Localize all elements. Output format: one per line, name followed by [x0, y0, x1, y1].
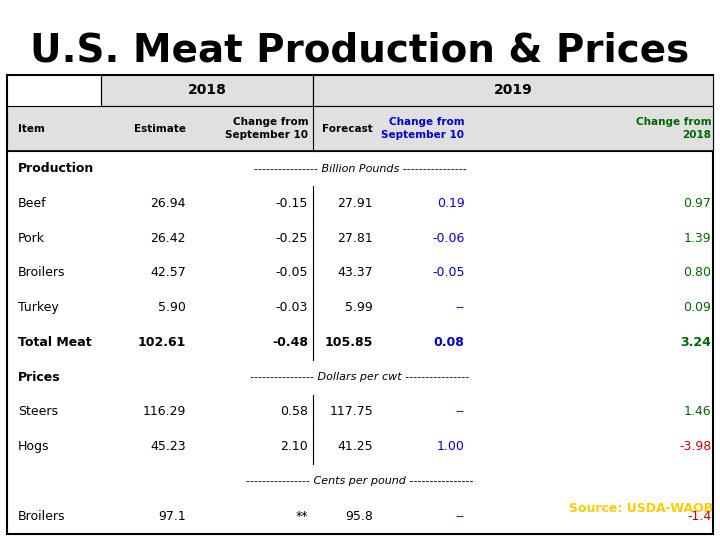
Text: --: --: [456, 301, 464, 314]
Text: 41.25: 41.25: [338, 440, 373, 453]
Text: 1.00: 1.00: [436, 440, 464, 453]
Text: 0.19: 0.19: [436, 197, 464, 210]
Text: 2.10: 2.10: [280, 440, 308, 453]
Text: Estimate: Estimate: [134, 124, 186, 133]
Text: 1.39: 1.39: [684, 232, 711, 245]
Text: ---------------- Cents per pound ----------------: ---------------- Cents per pound -------…: [246, 476, 474, 487]
Text: 2019: 2019: [494, 83, 532, 97]
Text: -0.05: -0.05: [276, 266, 308, 279]
Text: -0.48: -0.48: [272, 336, 308, 349]
Text: -0.15: -0.15: [276, 197, 308, 210]
Text: ---------------- Billion Pounds ----------------: ---------------- Billion Pounds --------…: [253, 164, 467, 173]
Text: --: --: [456, 510, 464, 523]
Text: Change from
September 10: Change from September 10: [382, 117, 464, 140]
Text: 97.1: 97.1: [158, 510, 186, 523]
Text: -1.4: -1.4: [687, 510, 711, 523]
Text: 117.75: 117.75: [329, 406, 373, 419]
Text: --: --: [456, 406, 464, 419]
Text: -0.05: -0.05: [432, 266, 464, 279]
Text: 3.24: 3.24: [680, 336, 711, 349]
Text: Change from
2018: Change from 2018: [636, 117, 711, 140]
Text: Pork: Pork: [18, 232, 45, 245]
Text: 45.23: 45.23: [150, 440, 186, 453]
Bar: [313, 75, 713, 106]
Text: 26.42: 26.42: [150, 232, 186, 245]
Text: 105.85: 105.85: [325, 336, 373, 349]
Text: IOWA STATE UNIVERSITY: IOWA STATE UNIVERSITY: [7, 503, 295, 522]
Text: -0.25: -0.25: [276, 232, 308, 245]
Text: Turkey: Turkey: [18, 301, 59, 314]
Text: **: **: [296, 510, 308, 523]
Text: Source: USDA-WAOB: Source: USDA-WAOB: [569, 502, 713, 515]
Text: Item: Item: [18, 124, 45, 133]
Text: -0.03: -0.03: [276, 301, 308, 314]
Text: Extension and Outreach/Department of Economics: Extension and Outreach/Department of Eco…: [7, 528, 290, 538]
Text: Production: Production: [18, 162, 94, 175]
Text: 116.29: 116.29: [143, 406, 186, 419]
Text: U.S. Meat Production & Prices: U.S. Meat Production & Prices: [30, 32, 690, 70]
Bar: [7, 106, 713, 151]
Text: Ag Decision Maker: Ag Decision Maker: [539, 528, 713, 540]
Text: 27.91: 27.91: [338, 197, 373, 210]
Text: Steers: Steers: [18, 406, 58, 419]
Text: 0.08: 0.08: [433, 336, 464, 349]
Text: 5.90: 5.90: [158, 301, 186, 314]
Text: 2018: 2018: [188, 83, 226, 97]
Text: Beef: Beef: [18, 197, 47, 210]
Text: 102.61: 102.61: [138, 336, 186, 349]
Text: -3.98: -3.98: [679, 440, 711, 453]
Text: Broilers: Broilers: [18, 510, 66, 523]
Text: 5.99: 5.99: [345, 301, 373, 314]
Text: 26.94: 26.94: [150, 197, 186, 210]
Text: Forecast: Forecast: [323, 124, 373, 133]
Text: Change from
September 10: Change from September 10: [225, 117, 308, 140]
Text: 0.97: 0.97: [683, 197, 711, 210]
Text: 0.58: 0.58: [280, 406, 308, 419]
Text: 95.8: 95.8: [345, 510, 373, 523]
Text: 0.80: 0.80: [683, 266, 711, 279]
Text: Hogs: Hogs: [18, 440, 50, 453]
Text: 27.81: 27.81: [337, 232, 373, 245]
Text: Prices: Prices: [18, 370, 60, 383]
Text: -0.06: -0.06: [432, 232, 464, 245]
Text: ---------------- Dollars per cwt ----------------: ---------------- Dollars per cwt -------…: [251, 372, 469, 382]
Text: Total Meat: Total Meat: [18, 336, 91, 349]
Bar: [101, 75, 313, 106]
Text: 1.46: 1.46: [684, 406, 711, 419]
Text: 0.09: 0.09: [683, 301, 711, 314]
Text: 43.37: 43.37: [338, 266, 373, 279]
Text: 42.57: 42.57: [150, 266, 186, 279]
Text: Broilers: Broilers: [18, 266, 66, 279]
